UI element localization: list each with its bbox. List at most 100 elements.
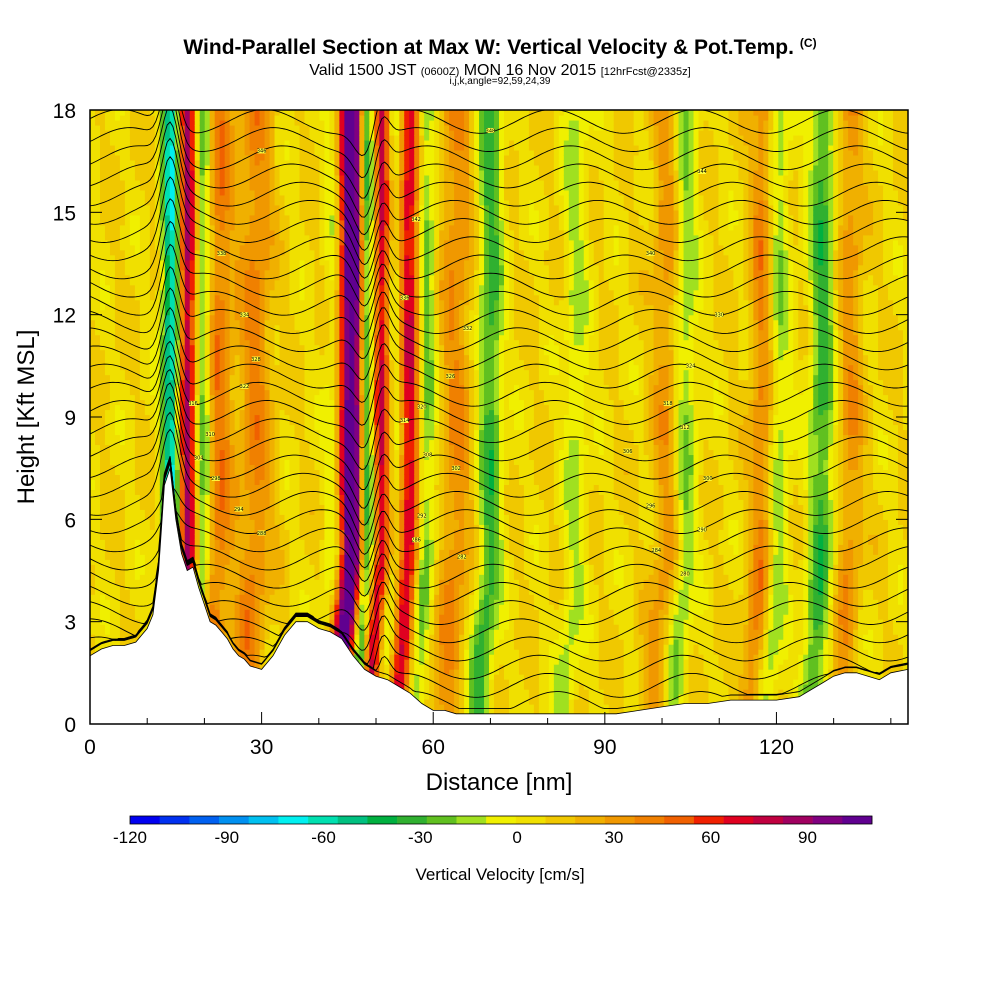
velocity-cell: [264, 299, 271, 306]
velocity-cell: [209, 369, 216, 376]
velocity-cell: [189, 279, 196, 286]
velocity-cell: [259, 279, 266, 286]
velocity-cell: [209, 209, 216, 216]
velocity-cell: [194, 339, 201, 346]
velocity-cell: [99, 144, 106, 151]
velocity-cell: [109, 639, 116, 645]
velocity-cell: [209, 114, 216, 121]
velocity-cell: [229, 434, 236, 441]
velocity-cell: [124, 349, 131, 356]
velocity-cell: [104, 184, 111, 191]
velocity-cell: [189, 284, 196, 291]
velocity-cell: [169, 204, 176, 211]
velocity-cell: [194, 359, 201, 366]
velocity-cell: [164, 344, 171, 351]
velocity-cell: [254, 429, 261, 436]
velocity-cell: [259, 404, 266, 411]
velocity-cell: [264, 569, 271, 575]
velocity-cell: [124, 154, 131, 161]
velocity-cell: [144, 424, 151, 431]
velocity-cell: [119, 419, 126, 426]
velocity-cell: [114, 289, 121, 296]
velocity-cell: [209, 464, 216, 471]
velocity-cell: [244, 624, 251, 630]
velocity-cell: [134, 199, 141, 206]
velocity-cell: [214, 594, 221, 600]
velocity-cell: [209, 184, 216, 191]
velocity-cell: [174, 479, 181, 485]
velocity-cell: [179, 289, 186, 296]
velocity-cell: [164, 379, 171, 386]
velocity-cell: [224, 284, 231, 291]
velocity-cell: [279, 279, 286, 286]
velocity-cell: [109, 599, 116, 605]
velocity-cell: [184, 494, 191, 500]
velocity-cell: [279, 624, 286, 630]
velocity-cell: [99, 349, 106, 356]
velocity-cell: [169, 409, 176, 416]
velocity-cell: [279, 419, 286, 426]
velocity-cell: [274, 484, 281, 490]
velocity-cell: [154, 514, 161, 520]
velocity-cell: [169, 294, 176, 301]
velocity-cell: [279, 519, 286, 525]
velocity-cell: [194, 399, 201, 406]
velocity-cell: [219, 139, 226, 146]
velocity-cell: [254, 584, 261, 590]
velocity-cell: [149, 234, 156, 241]
velocity-cell: [279, 379, 286, 386]
velocity-cell: [279, 229, 286, 236]
velocity-cell: [144, 179, 151, 186]
velocity-cell: [234, 349, 241, 356]
velocity-cell: [144, 314, 151, 321]
velocity-cell: [209, 329, 216, 336]
velocity-cell: [209, 169, 216, 176]
velocity-cell: [264, 634, 271, 640]
velocity-cell: [99, 594, 106, 600]
velocity-cell: [164, 294, 171, 301]
velocity-cell: [134, 399, 141, 406]
velocity-cell: [124, 134, 131, 141]
velocity-cell: [264, 139, 271, 146]
velocity-cell: [199, 474, 206, 480]
velocity-cell: [184, 144, 191, 151]
velocity-cell: [94, 259, 101, 266]
velocity-cell: [194, 509, 201, 515]
velocity-cell: [169, 424, 176, 431]
velocity-cell: [139, 349, 146, 356]
velocity-cell: [194, 119, 201, 126]
velocity-cell: [284, 609, 291, 615]
velocity-cell: [224, 569, 231, 575]
velocity-cell: [184, 449, 191, 456]
velocity-cell: [199, 489, 206, 495]
velocity-cell: [194, 344, 201, 351]
velocity-cell: [214, 284, 221, 291]
velocity-cell: [94, 144, 101, 151]
velocity-cell: [219, 619, 226, 625]
velocity-cell: [269, 394, 276, 401]
velocity-cell: [184, 439, 191, 446]
velocity-cell: [219, 224, 226, 231]
velocity-cell: [279, 129, 286, 136]
velocity-cell: [124, 394, 131, 401]
velocity-cell: [264, 484, 271, 490]
velocity-cell: [249, 289, 256, 296]
velocity-cell: [124, 329, 131, 336]
velocity-cell: [184, 279, 191, 286]
velocity-cell: [254, 324, 261, 331]
velocity-cell: [144, 389, 151, 396]
velocity-cell: [154, 414, 161, 421]
velocity-cell: [134, 124, 141, 131]
velocity-cell: [284, 349, 291, 356]
velocity-cell: [219, 474, 226, 480]
velocity-cell: [154, 134, 161, 141]
velocity-cell: [144, 464, 151, 471]
velocity-cell: [214, 249, 221, 256]
velocity-cell: [149, 204, 156, 211]
velocity-cell: [90, 149, 96, 156]
velocity-cell: [134, 354, 141, 361]
velocity-cell: [194, 499, 201, 505]
velocity-cell: [169, 239, 176, 246]
velocity-cell: [184, 564, 191, 570]
velocity-cell: [254, 299, 261, 306]
